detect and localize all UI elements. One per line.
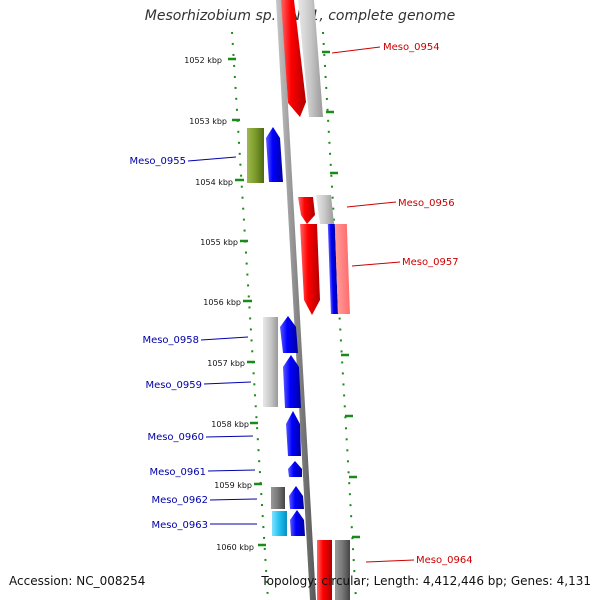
tick-label: 1060 kbp — [216, 543, 254, 552]
gene-label[interactable]: Meso_0954 — [383, 42, 440, 53]
left-leader-lines — [187, 156, 258, 525]
gene-label[interactable]: Meso_0963 — [151, 520, 208, 531]
tick-label: 1057 kbp — [207, 359, 245, 368]
tick-label: 1052 kbp — [184, 56, 222, 65]
gene-meso-0961-arrow[interactable] — [288, 461, 302, 477]
gene-label[interactable]: Meso_0957 — [402, 257, 459, 268]
gene-meso-0957-pink[interactable] — [334, 224, 350, 314]
gene-meso-0957-blue[interactable] — [327, 224, 338, 314]
gene-meso-0964-gray[interactable] — [335, 540, 350, 600]
gene-partner-0954[interactable] — [298, 0, 323, 117]
tick-label: 1056 kbp — [203, 298, 241, 307]
tick-label: 1055 kbp — [200, 238, 238, 247]
tick-label: 1059 kbp — [214, 481, 252, 490]
gene-label[interactable]: Meso_0961 — [149, 467, 206, 478]
gene-label[interactable]: Meso_0958 — [142, 335, 199, 346]
gene-meso-0957-arrow[interactable] — [300, 224, 320, 315]
left-gene-labels: Meso_0955 Meso_0958 Meso_0959 Meso_0960 … — [129, 156, 208, 531]
genome-backbone — [276, 0, 316, 600]
right-leader-lines — [331, 46, 415, 563]
topology-text: Topology: circular; Length: 4,412,446 bp… — [261, 574, 591, 588]
gene-meso-0954-arrow[interactable] — [281, 0, 306, 117]
gene-meso-0962-arrow[interactable] — [289, 486, 304, 509]
tick-label: 1053 kbp — [189, 117, 227, 126]
gene-label[interactable]: Meso_0955 — [129, 156, 186, 167]
gene-label[interactable]: Meso_0959 — [145, 380, 202, 391]
gene-label[interactable]: Meso_0964 — [416, 555, 473, 566]
tick-label: 1058 kbp — [211, 420, 249, 429]
left-guide-line — [231, 31, 269, 600]
gene-label[interactable]: Meso_0956 — [398, 198, 455, 209]
kbp-tick-labels: 1052 kbp 1053 kbp 1054 kbp 1055 kbp 1056… — [184, 56, 254, 552]
gene-meso-0963-arrow[interactable] — [290, 510, 305, 536]
gene-meso-0956-arrow[interactable] — [298, 197, 315, 224]
gene-meso-0962-gray[interactable] — [271, 487, 285, 509]
accession-text: Accession: NC_008254 — [9, 574, 146, 588]
gene-meso-0956-partner[interactable] — [316, 195, 334, 224]
gene-meso-0958-gray[interactable] — [263, 317, 278, 407]
right-guide-line — [322, 31, 357, 600]
gene-meso-0960-arrow[interactable] — [286, 411, 301, 456]
gene-label[interactable]: Meso_0960 — [147, 432, 204, 443]
gene-meso-0955-green[interactable] — [247, 128, 264, 183]
gene-meso-0959-arrow[interactable] — [283, 355, 301, 408]
gene-meso-0964-red[interactable] — [317, 540, 332, 600]
gene-meso-0955-arrow[interactable] — [266, 127, 283, 182]
right-gene-labels: Meso_0954 Meso_0956 Meso_0957 Meso_0964 — [383, 42, 473, 566]
gene-meso-0958-arrow[interactable] — [280, 316, 298, 353]
gene-label[interactable]: Meso_0962 — [151, 495, 208, 506]
tick-label: 1054 kbp — [195, 178, 233, 187]
gene-meso-0963-cyan[interactable] — [272, 511, 287, 536]
left-major-ticks — [228, 57, 266, 547]
